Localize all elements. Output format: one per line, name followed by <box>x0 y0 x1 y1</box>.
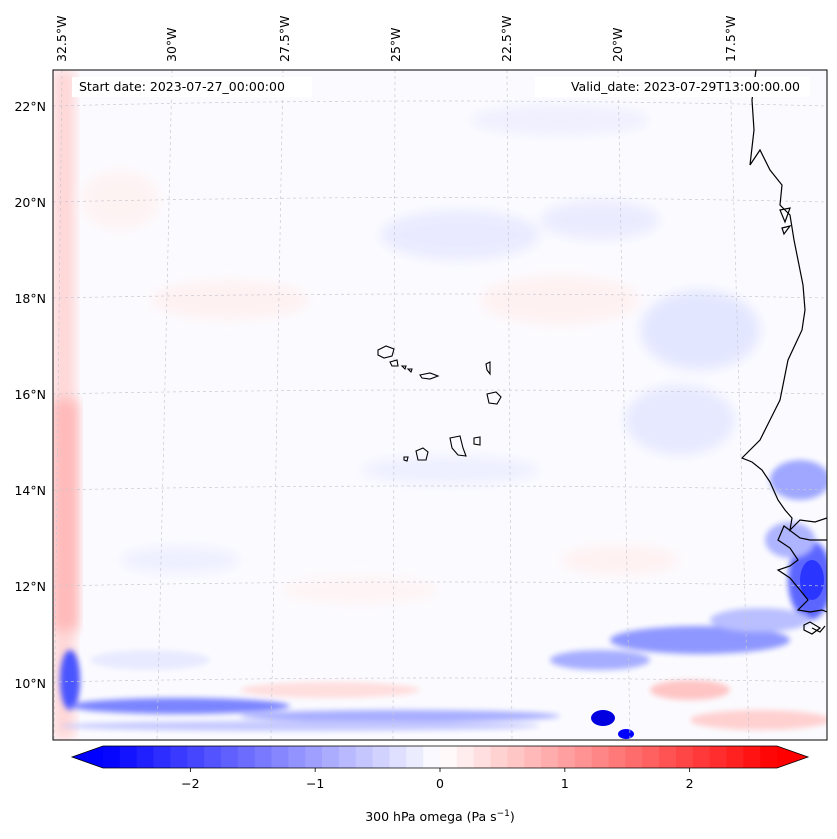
colorbar-cell <box>490 746 508 768</box>
colorbar-extend-high <box>777 746 808 768</box>
colorbar-ticks: −2 −1 0 1 2 <box>181 768 694 791</box>
colorbar-tick-label: −2 <box>181 776 199 791</box>
colorbar-cell <box>524 746 542 768</box>
colorbar-cell <box>372 746 391 768</box>
colorbar-cell <box>557 746 576 768</box>
colorbar-cell <box>541 746 559 768</box>
colorbar-cell <box>423 746 441 768</box>
colorbar-cell <box>406 746 424 768</box>
lat-label: 12°N <box>14 579 46 594</box>
colorbar-cell <box>170 746 188 768</box>
colorbar-cell <box>473 746 492 768</box>
colorbar-extend-low <box>72 746 103 768</box>
colorbar-cell <box>220 746 239 768</box>
colorbar-cell <box>204 746 222 768</box>
colorbar-cell <box>338 746 357 768</box>
colorbar-cell <box>456 746 475 768</box>
latitude-labels: 22°N 20°N 18°N 16°N 14°N 12°N 10°N <box>14 99 46 691</box>
map-frame <box>52 69 828 741</box>
colorbar-cell <box>659 746 677 768</box>
lat-label: 22°N <box>14 99 46 114</box>
start-date-label: Start date: 2023-07-27_00:00:00 <box>79 79 285 94</box>
colorbar-cell <box>187 746 205 768</box>
lon-label: 27.5°W <box>277 16 292 62</box>
colorbar-cell <box>322 746 340 768</box>
longitude-labels: 32.5°W 30°W 27.5°W 25°W 22.5°W 20°W 17.5… <box>54 16 738 62</box>
lon-label: 25°W <box>388 27 403 62</box>
lon-label: 22.5°W <box>499 16 514 62</box>
coastline <box>740 70 827 635</box>
colorbar-cell <box>389 746 407 768</box>
colorbar-cell <box>625 746 643 768</box>
graticule <box>53 70 827 740</box>
colorbar-cell <box>288 746 306 768</box>
lat-label: 10°N <box>14 676 46 691</box>
colorbar-cell <box>726 746 744 768</box>
colorbar-cell <box>760 746 778 768</box>
colorbar-cell <box>692 746 711 768</box>
lon-label: 32.5°W <box>54 16 69 62</box>
colorbar-cell <box>591 746 610 768</box>
colorbar-outline <box>70 745 810 769</box>
lat-label: 14°N <box>14 483 46 498</box>
colorbar-cell <box>305 746 323 768</box>
colorbar-cell <box>440 746 458 768</box>
colorbar-cell <box>355 746 374 768</box>
colorbar-cell <box>103 746 121 768</box>
colorbar-tick-label: 2 <box>686 776 694 791</box>
colorbar-tick-label: 0 <box>436 776 444 791</box>
colorbar-cell <box>237 746 256 768</box>
colorbar-label: 300 hPa omega (Pa s−1) <box>365 809 515 824</box>
colorbar-cell <box>743 746 761 768</box>
colorbar-cell <box>709 746 728 768</box>
colorbar-cells <box>103 746 778 768</box>
colorbar: −2 −1 0 1 2 300 hPa omega (Pa s−1) <box>70 745 810 824</box>
colorbar-cell <box>675 746 694 768</box>
colorbar-cell <box>574 746 593 768</box>
lat-label: 20°N <box>14 195 46 210</box>
lat-label: 16°N <box>14 387 46 402</box>
colorbar-cell <box>153 746 171 768</box>
colorbar-cell <box>642 746 660 768</box>
valid-date-label: Valid_date: 2023-07-29T13:00:00.00 <box>571 79 800 94</box>
lon-label: 17.5°W <box>723 16 738 62</box>
lon-label: 20°W <box>610 27 625 62</box>
colorbar-cell <box>136 746 155 768</box>
colorbar-tick-label: 1 <box>561 776 569 791</box>
lat-label: 18°N <box>14 291 46 306</box>
omega-field: Start date: 2023-07-27_00:00:00 Valid_da… <box>53 70 827 740</box>
cape-verde-islands <box>377 345 502 462</box>
colorbar-tick-label: −1 <box>306 776 324 791</box>
lon-label: 30°W <box>164 27 179 62</box>
colorbar-cell <box>254 746 273 768</box>
colorbar-cell <box>608 746 626 768</box>
colorbar-cell <box>507 746 525 768</box>
colorbar-cell <box>271 746 289 768</box>
colorbar-cell <box>119 746 138 768</box>
